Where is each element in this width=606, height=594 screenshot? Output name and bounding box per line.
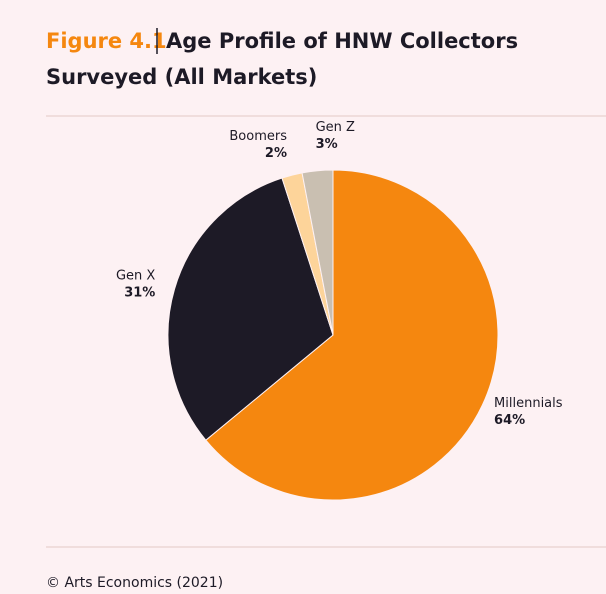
title-line: Surveyed (All Markets) bbox=[46, 65, 317, 89]
slice-label: Gen Z bbox=[316, 120, 355, 135]
slice-value: 31% bbox=[124, 285, 155, 300]
pie-slice bbox=[205, 169, 499, 501]
slice-value: 2% bbox=[265, 146, 287, 161]
slice-label: Millennials bbox=[494, 396, 563, 411]
source: © Arts Economics (2021) bbox=[46, 575, 223, 591]
slice-value: 64% bbox=[494, 413, 525, 428]
figure-number: Figure 4.1 bbox=[46, 29, 167, 53]
pie-slice bbox=[167, 177, 334, 441]
title-line: Age Profile of HNW Collectors bbox=[166, 29, 518, 53]
slice-label: Gen X bbox=[116, 268, 155, 283]
chart-title: Age Profile of HNW Collectors Surveyed (A… bbox=[46, 29, 518, 89]
pie-slice bbox=[301, 169, 334, 336]
slice-label: Boomers bbox=[229, 129, 287, 144]
slice-value: 3% bbox=[316, 137, 338, 152]
